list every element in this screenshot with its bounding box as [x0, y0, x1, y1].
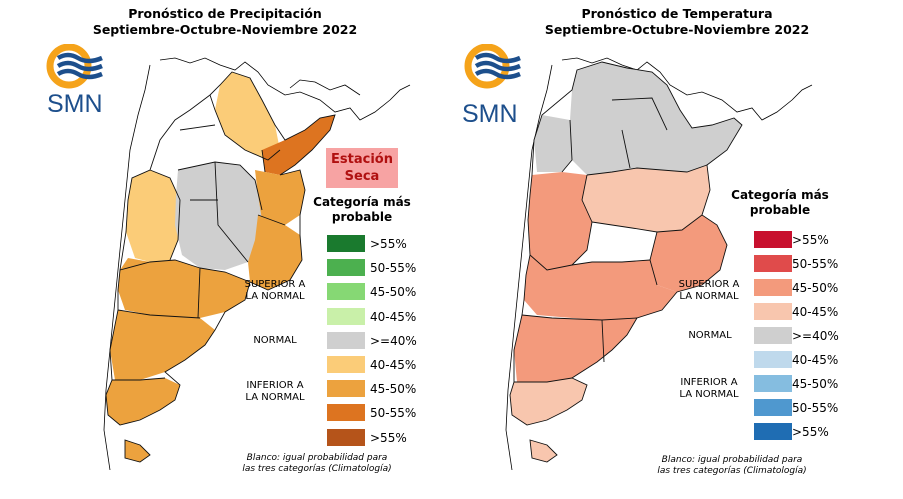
note-line2: las tres categorías (Climatología) — [657, 466, 807, 476]
legend-label: 40-45% — [792, 305, 839, 319]
legend-swatch — [754, 279, 792, 296]
legend-label: >55% — [370, 430, 407, 445]
legend-label: 40-45% — [370, 309, 417, 324]
smn-logo-icon — [464, 44, 521, 89]
temp-note: Blanco: igual probabilidad para las tres… — [647, 455, 817, 477]
precipitation-panel: Pronóstico de Precipitación Septiembre-O… — [0, 0, 450, 499]
legend-label: 45-50% — [370, 285, 417, 300]
precipitation-title: Pronóstico de Precipitación Septiembre-O… — [0, 6, 450, 38]
legend-swatch — [327, 356, 365, 373]
legend-heading-line2: probable — [749, 203, 811, 217]
note-line1: Blanco: igual probabilidad para — [246, 453, 388, 463]
temp-fill — [510, 62, 742, 462]
legend-swatch — [754, 255, 792, 272]
group-inferior-line1: INFERIOR A — [246, 380, 304, 391]
legend-swatch — [754, 327, 792, 344]
legend-swatch — [327, 283, 365, 301]
group-inferior-line2: LA NORMAL — [679, 389, 739, 400]
precip-legend-heading: Categoría más probable — [302, 195, 422, 225]
group-superior-line1: SUPERIOR A — [244, 279, 306, 290]
legend-swatch — [327, 307, 365, 325]
temperature-panel: Pronóstico de Temperatura Septiembre-Oct… — [452, 0, 902, 499]
precipitation-title-line2: Septiembre-Octubre-Noviembre 2022 — [92, 22, 358, 37]
precip-note: Blanco: igual probabilidad para las tres… — [232, 453, 402, 475]
legend-label: 50-55% — [370, 261, 417, 276]
legend-label: 40-45% — [370, 358, 417, 372]
temperature-title-line2: Septiembre-Octubre-Noviembre 2022 — [544, 22, 810, 37]
smn-logo-text: SMN — [47, 90, 103, 118]
temp-group-inferior: INFERIOR A LA NORMAL — [674, 377, 744, 401]
legend-swatch — [327, 259, 365, 277]
precip-fill — [106, 72, 335, 462]
legend-label: >=40% — [370, 333, 417, 348]
temperature-map — [505, 57, 813, 471]
legend-label: >=40% — [792, 329, 839, 343]
smn-logo-icon — [46, 44, 103, 89]
legend-label: 40-45% — [792, 353, 839, 367]
group-superior-line2: LA NORMAL — [679, 291, 739, 302]
temperature-title-line1: Pronóstico de Temperatura — [581, 6, 773, 21]
legend-swatch — [327, 428, 365, 446]
badge-line1: Estación — [331, 152, 393, 167]
legend-heading-line1: Categoría más — [731, 188, 829, 202]
legend-swatch — [327, 235, 365, 252]
group-superior-line2: LA NORMAL — [245, 291, 305, 302]
group-superior-line1: SUPERIOR A — [678, 279, 740, 290]
legend-swatch — [754, 351, 792, 368]
legend-label: >55% — [792, 233, 829, 247]
precip-group-inferior: INFERIOR A LA NORMAL — [240, 380, 310, 404]
legend-heading-line2: probable — [331, 210, 393, 224]
precipitation-title-line1: Pronóstico de Precipitación — [128, 6, 322, 21]
badge-line2: Seca — [344, 169, 380, 184]
legend-swatch — [327, 404, 365, 422]
smn-logo-text: SMN — [462, 100, 518, 128]
temp-group-normal: NORMAL — [688, 330, 732, 341]
legend-swatch — [327, 331, 365, 349]
estacion-seca-badge: Estación Seca — [326, 148, 398, 188]
legend-swatch — [754, 423, 792, 440]
legend-label: >55% — [792, 425, 829, 439]
neighbour-borders — [103, 57, 411, 471]
legend-label: 50-55% — [792, 401, 839, 415]
group-inferior-line1: INFERIOR A — [680, 377, 738, 388]
legend-label: 45-50% — [792, 377, 839, 391]
temp-legend-heading: Categoría más probable — [720, 188, 840, 218]
note-line1: Blanco: igual probabilidad para — [661, 455, 803, 465]
precip-group-normal: NORMAL — [253, 335, 297, 346]
temperature-title: Pronóstico de Temperatura Septiembre-Oct… — [452, 6, 902, 38]
legend-label: 45-50% — [370, 382, 417, 397]
temp-group-superior: SUPERIOR A LA NORMAL — [674, 279, 744, 303]
note-line2: las tres categorías (Climatología) — [242, 464, 392, 474]
legend-heading-line1: Categoría más — [313, 195, 411, 209]
group-inferior-line2: LA NORMAL — [245, 392, 305, 403]
neighbour-borders — [505, 57, 813, 471]
temp-province-borders — [509, 61, 743, 463]
precipitation-map — [103, 57, 411, 471]
precip-group-superior: SUPERIOR A LA NORMAL — [240, 279, 310, 303]
legend-swatch — [754, 375, 792, 392]
legend-swatch — [754, 399, 792, 416]
legend-swatch — [754, 231, 792, 248]
legend-swatch — [327, 380, 365, 398]
legend-label: >55% — [370, 237, 407, 251]
legend-label: 45-50% — [792, 281, 839, 295]
legend-label: 50-55% — [792, 257, 839, 271]
precip-province-borders — [105, 71, 336, 463]
legend-swatch — [754, 303, 792, 320]
legend-label: 50-55% — [370, 406, 417, 421]
